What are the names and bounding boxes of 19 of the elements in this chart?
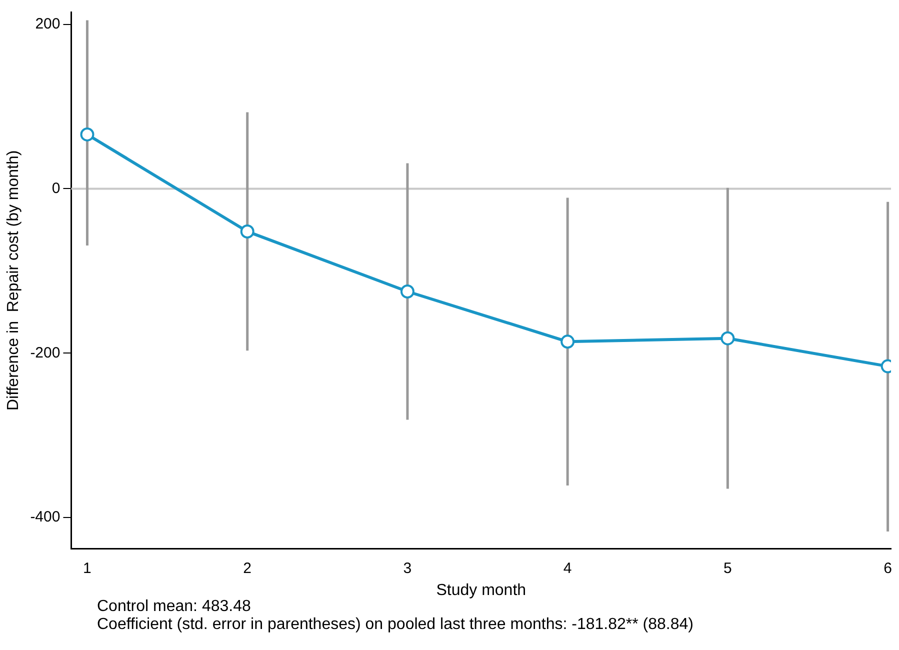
x-axis-title: Study month <box>436 582 526 599</box>
x-tick-label: 1 <box>83 560 92 577</box>
x-tick-label: 6 <box>884 560 892 577</box>
text: Control mean: 483.48 <box>97 598 252 616</box>
point <box>240 224 254 238</box>
x-tick-label: 5 <box>724 560 732 577</box>
y-tick-label: -200 <box>30 344 60 362</box>
y-tick-label: 0 <box>52 180 60 197</box>
point <box>400 284 414 298</box>
text: Coefficient (std. error in parentheses) on pooled last three months: -181.82** (88.84) <box>97 616 694 634</box>
point <box>720 331 735 346</box>
point <box>80 127 94 142</box>
point <box>560 334 575 349</box>
x-tick-label: 2 <box>243 560 252 577</box>
y-tick-label: -400 <box>30 508 60 526</box>
x-tick-label: 3 <box>403 560 412 577</box>
y-axis-title: Difference in Repair cost (by month) <box>5 150 22 411</box>
x-tick-label: 4 <box>563 560 572 577</box>
y-tick-label: 200 <box>35 15 60 32</box>
